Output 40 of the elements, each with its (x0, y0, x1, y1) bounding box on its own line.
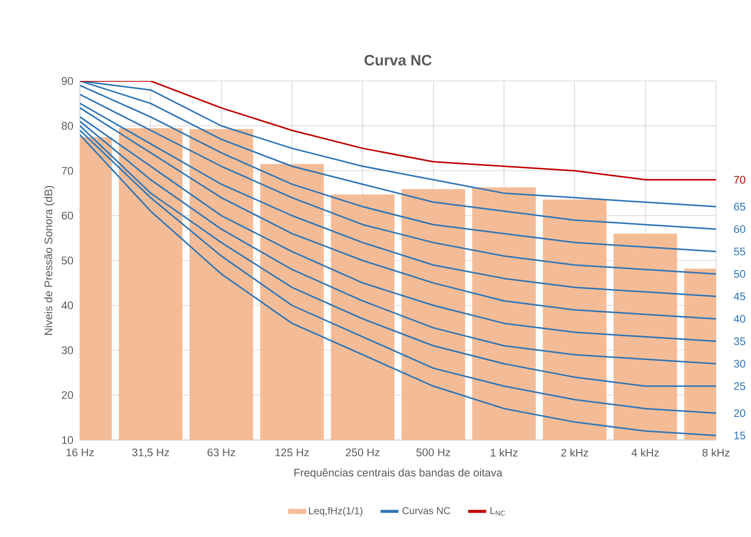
y-tick-label: 70 (62, 166, 74, 175)
legend-label: Curvas NC (402, 507, 450, 514)
y-tick-label: 40 (62, 302, 74, 310)
x-tick-label: 8 kHz (702, 448, 730, 457)
annotation: 60 (734, 225, 746, 233)
x-tick-label: 1 kHz (490, 448, 518, 456)
annotation: 15 (734, 432, 746, 440)
y-tick-label: 10 (62, 436, 74, 444)
x-tick-label: 4 kHz (632, 448, 659, 456)
x-tick-label: 31,5 Hz (132, 448, 169, 458)
x-tick-label: 2 kHz (561, 448, 588, 456)
line-series (80, 81, 716, 180)
annotation: 70 (734, 176, 746, 184)
x-tick-label: 125 Hz (275, 448, 309, 456)
annotation: 20 (734, 409, 746, 417)
legend-label: L$_{NC}$ (490, 507, 506, 516)
x-tick-label: 63 Hz (208, 448, 236, 456)
annotation: 45 (734, 292, 746, 300)
chart-title: Curva NC (364, 54, 432, 66)
x-tick-label: 500 Hz (416, 448, 450, 456)
annotation: 55 (734, 248, 746, 256)
x-tick-label: 16 Hz (66, 448, 94, 456)
y-tick-label: 30 (62, 346, 74, 354)
legend-label: Leq,fHz(1/1) (309, 507, 362, 516)
annotation: 65 (734, 202, 746, 211)
annotation: 25 (734, 382, 746, 390)
y-tick-label: 20 (62, 391, 74, 400)
y-tick-label: 90 (62, 77, 74, 85)
annotation: 50 (734, 270, 746, 278)
x-axis-title: Frequências centrais das bandas de oitava (294, 468, 502, 479)
annotation: 35 (734, 337, 746, 346)
annotation: 30 (734, 360, 746, 368)
y-axis-title: Niveis de Pressão Sonora (dB) (44, 186, 54, 335)
y-tick-label: 50 (62, 256, 74, 264)
annotation: 40 (734, 314, 746, 323)
line-series (80, 94, 716, 275)
x-tick-label: 250 Hz (346, 448, 380, 456)
y-tick-label: 80 (62, 122, 74, 130)
y-tick-label: 60 (62, 212, 74, 220)
line-series (80, 84, 716, 252)
